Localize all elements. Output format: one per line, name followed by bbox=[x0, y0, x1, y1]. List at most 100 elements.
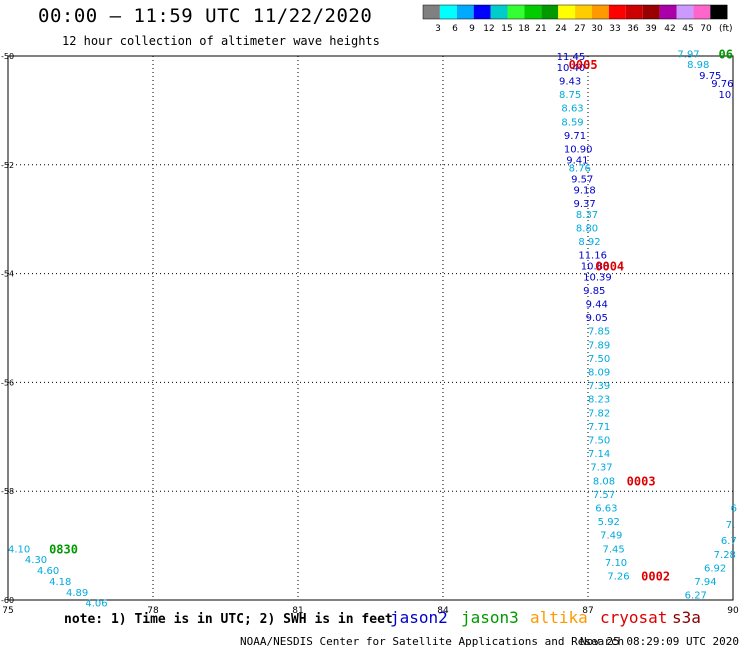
wave-height-value: 6.27 bbox=[685, 591, 707, 602]
wave-height-value: 7.94 bbox=[694, 577, 716, 588]
lon-tick-label: 84 bbox=[437, 606, 449, 616]
lon-tick-label: 87 bbox=[582, 606, 593, 616]
wave-height-value: 8.92 bbox=[578, 237, 600, 248]
wave-height-value: 4.18 bbox=[49, 577, 71, 588]
lat-tick-label: -58 bbox=[1, 487, 14, 496]
wave-height-value: 7.28 bbox=[714, 550, 736, 561]
wave-height-value: 6.17 bbox=[675, 607, 697, 618]
wave-height-value: 8.08 bbox=[593, 476, 615, 487]
wave-height-value: 6.63 bbox=[595, 504, 617, 515]
sat-altika-label: altika bbox=[530, 608, 588, 627]
legend-label: 36 bbox=[627, 24, 639, 34]
legend-swatch bbox=[456, 5, 474, 19]
wave-height-value: 4.10 bbox=[8, 544, 30, 555]
wave-height-value: 7.49 bbox=[600, 531, 622, 542]
sat-cryosat-label: cryosat bbox=[600, 608, 668, 627]
legend-label: 9 bbox=[469, 24, 475, 34]
wave-height-value: 8.76 bbox=[569, 164, 591, 175]
wave-height-value: 8.98 bbox=[687, 60, 709, 71]
legend-swatch bbox=[423, 5, 440, 19]
wave-height-value: 7.45 bbox=[603, 544, 625, 555]
wave-height-value: 11.16 bbox=[578, 251, 607, 262]
track-time-label: 0830 bbox=[49, 542, 78, 556]
generated-timestamp: Nov 25 08:29:09 UTC 2020 bbox=[580, 635, 739, 648]
legend-label: 30 bbox=[591, 24, 603, 34]
wave-height-value: 10. bbox=[719, 90, 735, 101]
legend-swatch bbox=[490, 5, 508, 19]
legend-label: 15 bbox=[501, 24, 512, 34]
sat-s3a-label: s3a bbox=[672, 608, 701, 627]
legend-swatch bbox=[575, 5, 592, 19]
lat-tick-label: -50 bbox=[1, 52, 14, 61]
lat-tick-label: -60 bbox=[1, 596, 14, 605]
wave-height-value: 6.7 bbox=[721, 536, 737, 547]
legend-label: 33 bbox=[609, 24, 620, 34]
wave-height-value: 9.41 bbox=[566, 155, 588, 166]
legend-swatch bbox=[625, 5, 643, 19]
legend-label: 12 bbox=[483, 24, 494, 34]
legend-swatch bbox=[541, 5, 559, 19]
wave-height-value: 7.10 bbox=[605, 558, 627, 569]
wave-height-value: 8.59 bbox=[561, 117, 583, 128]
track-time-label: 0003 bbox=[627, 474, 656, 488]
wave-height-value: 7.50 bbox=[588, 436, 610, 447]
legend-label: 45 bbox=[682, 24, 693, 34]
wave-height-value: 7.14 bbox=[588, 449, 610, 460]
units-note: note: 1) Time is in UTC; 2) SWH is in fe… bbox=[64, 612, 393, 627]
legend-label: 3 bbox=[435, 24, 441, 34]
wave-height-value: 9.85 bbox=[583, 286, 605, 297]
wave-height-value: 7.85 bbox=[588, 327, 610, 338]
legend-label: 6 bbox=[452, 24, 458, 34]
legend-swatch bbox=[659, 5, 677, 19]
wave-height-value: 7.39 bbox=[588, 381, 610, 392]
legend-swatch bbox=[592, 5, 609, 19]
wave-height-value: 9.57 bbox=[571, 174, 593, 185]
map-frame bbox=[7, 55, 734, 601]
legend-label: 70 bbox=[700, 24, 712, 34]
wave-height-value: 9.43 bbox=[559, 76, 581, 87]
wave-height-value: 10.88 bbox=[581, 261, 610, 272]
legend-label: 21 bbox=[535, 24, 546, 34]
track-time-label: 0005 bbox=[569, 58, 598, 72]
wave-height-value: 8.80 bbox=[576, 223, 598, 234]
wave-height-value: 8.23 bbox=[588, 395, 610, 406]
wave-height-value: 7. bbox=[726, 520, 736, 531]
wave-height-value: 7.50 bbox=[588, 354, 610, 365]
wave-height-value: 8.37 bbox=[576, 210, 598, 221]
wave-height-value: 9.18 bbox=[574, 185, 596, 196]
wave-height-value: 6.92 bbox=[704, 563, 726, 574]
track-time-label: 0004 bbox=[595, 259, 624, 273]
sat-jason3-label: jason3 bbox=[461, 608, 519, 627]
wave-height-value: 10.39 bbox=[583, 272, 612, 283]
wave-height-value: 4.30 bbox=[25, 555, 47, 566]
wave-height-value: 7.97 bbox=[677, 49, 699, 60]
legend-swatch bbox=[507, 5, 525, 19]
wave-height-value: 4.06 bbox=[85, 599, 107, 610]
lat-tick-label: -56 bbox=[1, 378, 14, 387]
wave-height-value: 9.75 bbox=[699, 71, 721, 82]
credit-line: NOAA/NESDIS Center for Satellite Applica… bbox=[240, 635, 625, 648]
lon-tick-label: 78 bbox=[147, 606, 159, 616]
wave-height-value: 10.40 bbox=[557, 63, 586, 74]
wave-tracks: 11.4510.409.438.758.638.599.7110.909.418… bbox=[8, 48, 737, 642]
lon-tick-label: 90 bbox=[727, 606, 739, 616]
wave-height-value: 5.92 bbox=[598, 517, 620, 528]
sat-jason2-label: jason2 bbox=[390, 608, 448, 627]
wave-height-value: 7.57 bbox=[593, 490, 615, 501]
legend-swatch bbox=[676, 5, 694, 19]
color-legend: 3 6 9 12 15 18 21 24 27 30 33 36 39 42 45 70 (ft) bbox=[422, 4, 733, 34]
lat-tick-label: -54 bbox=[1, 270, 14, 279]
wave-height-value: 3.93 bbox=[143, 631, 165, 642]
legend-unit: (ft) bbox=[719, 24, 733, 34]
legend-swatch bbox=[642, 5, 660, 19]
wave-height-value: 4.60 bbox=[37, 566, 59, 577]
map-title: 00:00 – 11:59 UTC 11/22/2020 bbox=[38, 5, 373, 27]
wave-height-value: 8.09 bbox=[588, 368, 610, 379]
wave-height-value: 9.76 bbox=[711, 79, 733, 90]
lon-tick-label: 81 bbox=[292, 606, 303, 616]
wave-height-value: 9.37 bbox=[574, 199, 596, 210]
legend-label: 39 bbox=[645, 24, 657, 34]
legend-label: 27 bbox=[574, 24, 585, 34]
wave-height-value: 9.71 bbox=[564, 131, 586, 142]
